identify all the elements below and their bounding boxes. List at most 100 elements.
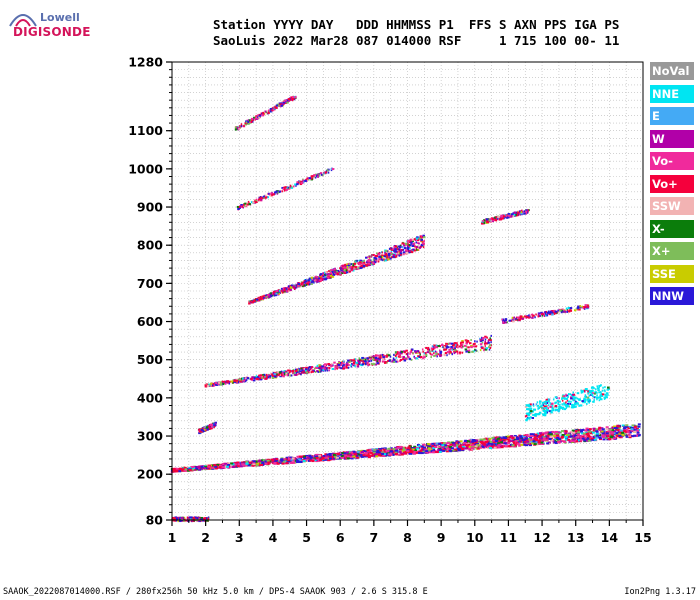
- data-point: [327, 457, 331, 460]
- data-point: [215, 382, 218, 385]
- data-point: [433, 345, 435, 348]
- data-point: [488, 437, 492, 440]
- data-point: [479, 441, 483, 444]
- data-point: [415, 247, 418, 250]
- data-point: [511, 445, 515, 448]
- data-point: [489, 440, 493, 443]
- data-point: [533, 437, 537, 440]
- data-point: [396, 351, 399, 354]
- data-point: [242, 379, 246, 382]
- data-point: [313, 457, 317, 460]
- data-point: [311, 175, 314, 178]
- data-point: [376, 449, 380, 452]
- data-point: [452, 442, 456, 445]
- data-point: [546, 442, 550, 445]
- header-fields-line: Station YYYY DAY DDD HHMMSS P1 FFS S AXN…: [213, 17, 620, 32]
- data-point: [539, 314, 541, 317]
- data-point: [352, 264, 355, 267]
- data-point: [488, 338, 491, 341]
- data-point: [269, 295, 273, 298]
- data-point: [448, 346, 450, 349]
- data-point: [381, 451, 385, 454]
- data-point: [498, 218, 502, 221]
- data-point: [337, 364, 341, 367]
- data-point: [309, 278, 312, 281]
- data-point: [600, 430, 604, 433]
- data-point: [528, 444, 532, 447]
- data-point: [396, 360, 399, 363]
- data-point: [328, 270, 330, 273]
- data-point: [236, 461, 240, 464]
- data-point: [298, 181, 300, 184]
- data-point: [633, 425, 637, 428]
- data-point: [340, 454, 344, 457]
- data-point: [453, 342, 457, 345]
- data-point: [526, 435, 530, 438]
- data-point: [333, 457, 337, 460]
- data-point: [269, 194, 272, 197]
- data-point: [321, 277, 325, 280]
- data-point: [276, 192, 279, 195]
- data-point: [299, 285, 301, 288]
- data-point: [306, 177, 308, 180]
- data-point: [476, 446, 480, 449]
- data-point: [455, 449, 459, 452]
- data-point: [546, 311, 550, 314]
- data-point: [235, 381, 239, 384]
- data-point: [212, 382, 215, 385]
- data-point: [260, 463, 264, 466]
- data-point: [290, 458, 294, 461]
- data-point: [525, 209, 528, 212]
- data-point: [227, 463, 231, 466]
- data-point: [450, 352, 453, 355]
- data-point: [408, 243, 411, 246]
- data-point: [357, 453, 361, 456]
- data-point: [423, 236, 426, 239]
- data-point: [287, 459, 291, 462]
- data-point: [368, 451, 372, 454]
- data-point: [325, 367, 328, 370]
- data-point: [399, 356, 401, 359]
- data-point: [633, 430, 637, 433]
- data-point: [355, 361, 358, 364]
- data-point: [403, 446, 407, 449]
- data-point: [218, 466, 222, 469]
- data-point: [283, 372, 286, 375]
- data-point: [461, 346, 463, 349]
- data-point: [359, 261, 362, 264]
- data-point: [273, 374, 276, 377]
- data-point: [368, 256, 371, 259]
- data-point: [381, 254, 384, 257]
- data-point: [290, 186, 294, 189]
- data-point: [427, 443, 431, 446]
- data-point: [364, 452, 368, 455]
- data-point: [243, 203, 246, 206]
- data-point: [283, 189, 286, 192]
- data-point: [637, 434, 641, 437]
- data-point: [329, 271, 333, 274]
- data-point: [324, 171, 328, 174]
- data-point: [323, 172, 325, 175]
- data-point: [405, 447, 409, 450]
- data-point: [571, 435, 575, 438]
- data-point: [252, 463, 256, 466]
- data-point: [567, 438, 571, 441]
- data-point: [263, 373, 266, 376]
- data-point: [287, 287, 289, 290]
- data-point: [544, 437, 548, 440]
- data-point: [584, 304, 588, 307]
- data-point: [637, 423, 641, 426]
- data-point: [196, 517, 199, 520]
- data-point: [484, 335, 487, 338]
- data-point: [555, 432, 559, 435]
- data-point: [403, 247, 407, 250]
- data-point: [213, 425, 215, 428]
- data-point: [492, 220, 494, 223]
- data-point: [209, 423, 213, 426]
- data-point: [604, 436, 608, 439]
- data-point: [285, 370, 287, 373]
- data-point: [278, 289, 281, 292]
- data-point: [270, 293, 272, 296]
- data-point: [374, 254, 378, 257]
- data-point: [413, 238, 417, 241]
